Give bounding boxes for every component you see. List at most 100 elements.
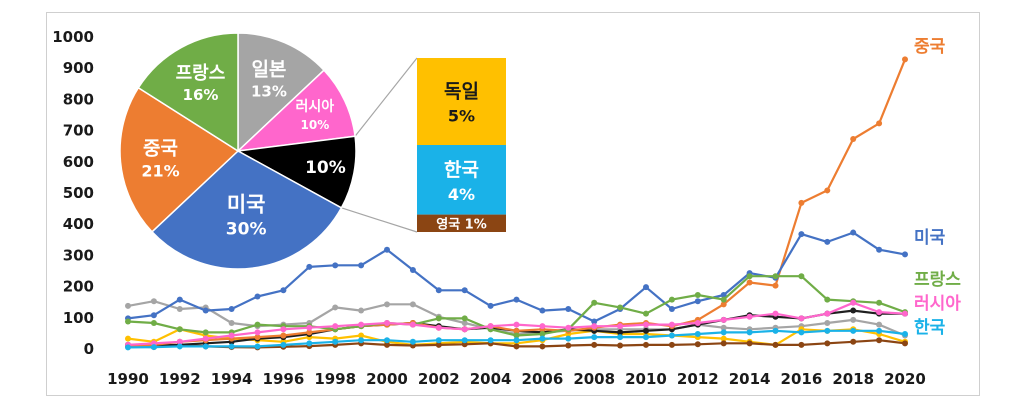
series-label-usa: 미국: [914, 228, 946, 248]
data-point: [772, 341, 779, 348]
data-point: [643, 327, 649, 334]
pie-bar-connectors: [341, 57, 418, 233]
data-point: [746, 340, 753, 347]
pie-slice-value: 21%: [141, 161, 179, 180]
data-point: [798, 273, 805, 280]
data-point: [824, 238, 831, 245]
data-point: [461, 326, 468, 333]
pie-slice-value: 30%: [226, 219, 267, 239]
data-point: [720, 291, 727, 298]
data-point: [254, 343, 261, 350]
data-point: [746, 273, 753, 280]
data-point: [772, 282, 779, 289]
y-tick-label: 500: [63, 184, 94, 202]
data-point: [202, 335, 209, 342]
data-point: [409, 267, 416, 273]
data-point: [668, 306, 675, 312]
data-point: [332, 262, 339, 269]
data-point: [617, 323, 624, 330]
data-point: [176, 326, 183, 333]
data-point: [125, 302, 131, 309]
data-point: [176, 306, 183, 312]
data-point: [228, 332, 235, 339]
x-tick-label: 1998: [314, 370, 356, 388]
data-point: [876, 299, 883, 306]
pie-slice-label: 프랑스: [176, 63, 226, 84]
data-point: [513, 337, 520, 344]
data-point: [150, 344, 157, 351]
data-point: [409, 338, 416, 345]
data-point: [850, 307, 857, 314]
data-point: [902, 340, 908, 347]
series-korea: [125, 327, 908, 351]
data-point: [280, 326, 287, 333]
data-point: [384, 246, 390, 253]
data-point: [539, 335, 546, 342]
data-point: [435, 337, 442, 344]
bar-segment-germany: 독일 5%: [417, 58, 506, 145]
data-point: [228, 343, 235, 350]
data-point: [358, 332, 365, 339]
data-point: [176, 296, 183, 303]
data-point: [694, 298, 701, 305]
data-point: [772, 273, 779, 280]
pie-chart: 일본 13% 러시아 10% 10% 미국 30% 중국 21% 프랑스 16%: [119, 32, 357, 270]
x-tick-label: 2020: [884, 370, 926, 388]
bar-segment-value: 4%: [448, 185, 475, 204]
data-point: [487, 323, 494, 330]
series-label-china: 중국: [914, 37, 946, 57]
pie-slice-shape: [150, 150, 343, 270]
data-point: [384, 337, 390, 344]
data-point: [694, 341, 701, 348]
series-label-russia: 러시아: [914, 294, 961, 314]
pie-slice-shape: [235, 135, 357, 209]
data-point: [254, 293, 261, 300]
data-point: [254, 334, 261, 341]
data-point: [720, 329, 727, 336]
data-point: [850, 316, 857, 323]
data-point: [332, 338, 339, 345]
data-point: [513, 296, 520, 303]
bar-segment-shape: [417, 214, 506, 232]
series-russia: [125, 299, 908, 348]
data-point: [332, 323, 339, 330]
data-point: [384, 341, 390, 348]
data-point: [358, 337, 365, 344]
pie-slice-label: 미국: [227, 192, 266, 216]
data-point: [720, 335, 727, 342]
data-point: [539, 307, 546, 314]
data-point: [409, 301, 416, 308]
data-point: [358, 321, 365, 328]
y-tick-label: 900: [63, 59, 94, 77]
data-point: [876, 246, 883, 253]
bar-segment-korea: 한국 4%: [417, 145, 506, 215]
data-point: [798, 329, 805, 336]
data-point: [435, 341, 442, 348]
data-point: [539, 343, 546, 350]
pie-slice-value: 16%: [183, 86, 219, 104]
data-point: [565, 324, 572, 331]
pie-slice-label: 일본: [251, 59, 286, 81]
data-point: [902, 251, 908, 258]
data-point: [798, 231, 805, 238]
data-point: [125, 318, 131, 325]
data-point: [306, 329, 313, 336]
x-tick-label: 2006: [522, 370, 564, 388]
line-series-group: [125, 56, 908, 351]
bar-segment-label: 영국 1%: [436, 217, 487, 232]
data-point: [306, 263, 313, 270]
y-tick-label: 0: [84, 340, 94, 358]
data-point: [617, 334, 624, 341]
data-point: [824, 327, 831, 334]
data-point: [772, 310, 779, 317]
pie-slice-china: 중국 21%: [119, 86, 240, 233]
data-point: [150, 320, 157, 327]
data-point: [176, 338, 183, 345]
x-tick-label: 1994: [211, 370, 253, 388]
data-point: [876, 327, 883, 334]
data-point: [176, 343, 183, 350]
x-tick-label: 2002: [418, 370, 460, 388]
data-point: [668, 341, 675, 348]
data-point: [202, 307, 209, 314]
data-point: [824, 340, 831, 347]
